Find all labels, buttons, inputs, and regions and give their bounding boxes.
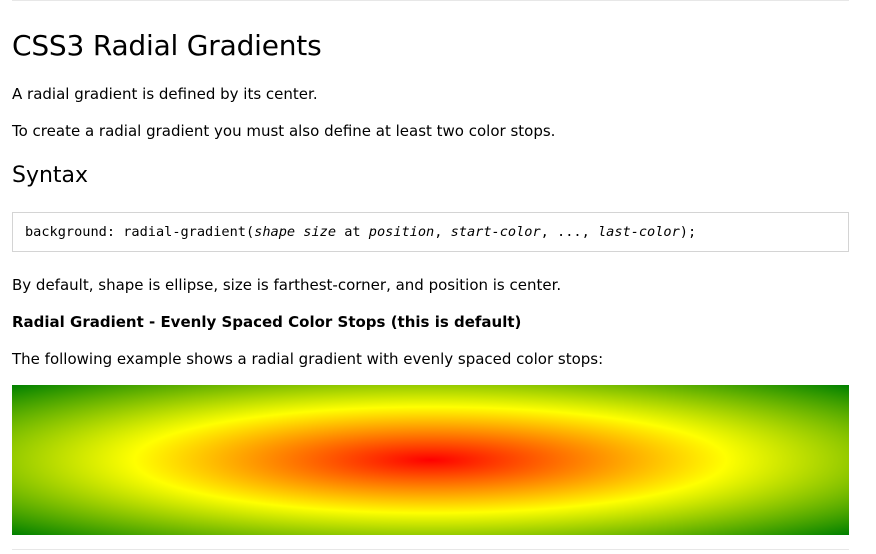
defaults-paragraph: By default, shape is ellipse, size is fa… xyxy=(12,276,562,294)
bottom-divider xyxy=(12,549,849,550)
code-prefix: background: radial-gradient( xyxy=(25,224,255,240)
example-heading: Radial Gradient - Evenly Spaced Color St… xyxy=(12,313,522,331)
code-shape: shape xyxy=(254,224,296,240)
requirement-paragraph: To create a radial gradient you must als… xyxy=(12,122,556,140)
code-suffix: ); xyxy=(679,224,697,240)
example-description: The following example shows a radial gra… xyxy=(12,350,604,368)
code-size: size xyxy=(303,224,337,240)
syntax-heading: Syntax xyxy=(12,163,89,188)
code-sep: , xyxy=(434,224,451,240)
code-at: at xyxy=(336,224,369,240)
syntax-code-block: background: radial-gradient(shape size a… xyxy=(12,212,849,252)
code-ellipsis: , ..., xyxy=(540,224,598,240)
code-position: position xyxy=(368,224,435,240)
intro-paragraph: A radial gradient is defined by its cent… xyxy=(12,85,318,103)
top-divider xyxy=(12,0,849,1)
code-start-color: start-color xyxy=(450,224,541,240)
code-last-color: last-color xyxy=(597,224,680,240)
page-title: CSS3 Radial Gradients xyxy=(12,29,322,62)
radial-gradient-example xyxy=(12,385,849,535)
